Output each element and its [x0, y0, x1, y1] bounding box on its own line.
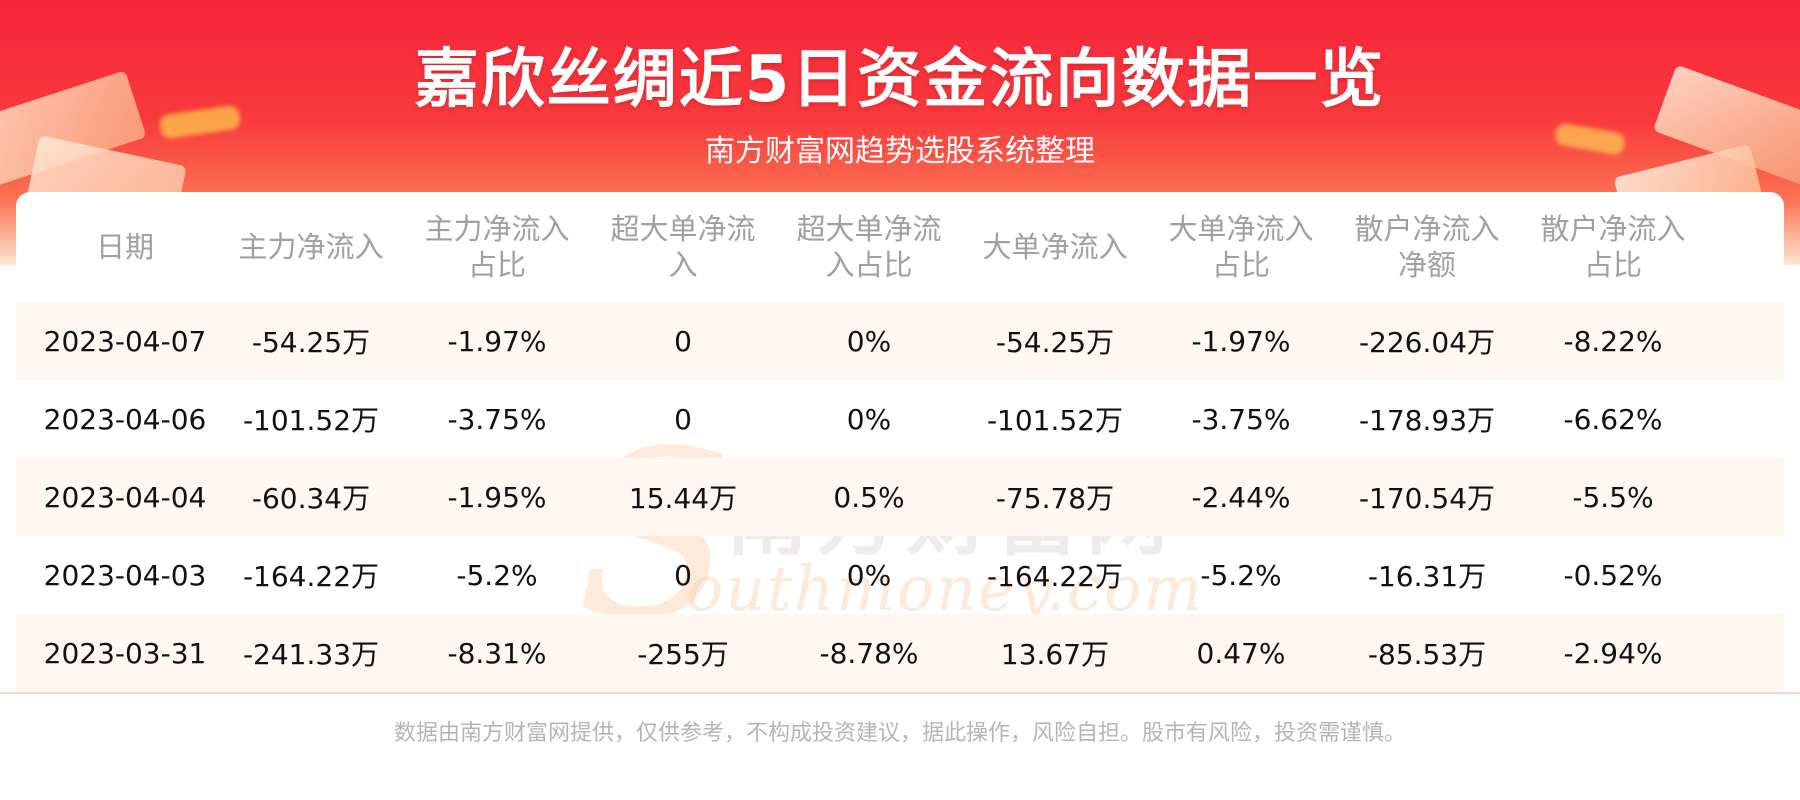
table-cell: 2023-04-07	[43, 324, 207, 358]
table-cell: 0	[674, 558, 692, 592]
table-cell: -255万	[637, 638, 729, 671]
table-cell: 0.47%	[1196, 636, 1286, 670]
table-row: 2023-04-03 -164.22万 -5.2% 0 0% -164.22万 …	[16, 536, 1784, 614]
table-cell: -85.53万	[1367, 638, 1487, 671]
table-cell: 15.44万	[628, 482, 738, 515]
table-cell: -1.97%	[447, 324, 547, 358]
table-cell: -54.25万	[251, 326, 371, 359]
table-cell: -3.75%	[1191, 402, 1291, 436]
table-cell: -8.31%	[447, 636, 547, 670]
column-header: 日期	[95, 230, 154, 264]
table-cell: -5.5%	[1572, 480, 1654, 514]
table-cell: -226.04万	[1358, 326, 1496, 359]
table-cell: -178.93万	[1358, 404, 1496, 437]
table-cell: 2023-04-04	[43, 480, 207, 514]
table-cell: -54.25万	[995, 326, 1115, 359]
table-row: 2023-04-07 -54.25万 -1.97% 0 0% -54.25万 -…	[16, 302, 1784, 380]
column-header: 超大单净流入占比	[796, 212, 942, 282]
table-cell: -2.44%	[1191, 480, 1291, 514]
column-header: 超大单净流入	[610, 212, 756, 282]
column-header: 主力净流入	[238, 230, 384, 264]
table-cell: -241.33万	[242, 638, 380, 671]
table-cell: -8.22%	[1563, 324, 1663, 358]
footer-divider	[0, 692, 1800, 694]
column-header: 主力净流入占比	[424, 212, 570, 282]
table-cell: -16.31万	[1367, 560, 1487, 593]
table-cell: -3.75%	[447, 402, 547, 436]
table-cell: -75.78万	[995, 482, 1115, 515]
data-table-card: S 南方财富网 outhmoney.com 日期 主力净流入 主力净流入占比 超…	[16, 192, 1784, 800]
column-header: 散户净流入净额	[1354, 212, 1500, 282]
table-cell: -1.95%	[447, 480, 547, 514]
page-subtitle: 南方财富网趋势选股系统整理	[705, 134, 1095, 169]
table-cell: 2023-04-06	[43, 402, 207, 436]
table-cell: -5.2%	[1200, 558, 1282, 592]
table-cell: -101.52万	[986, 404, 1124, 437]
table-header: 日期 主力净流入 主力净流入占比 超大单净流入 超大单净流入占比 大单净流入 大…	[16, 192, 1784, 302]
table-cell: -101.52万	[242, 404, 380, 437]
table-cell: -5.2%	[456, 558, 538, 592]
page-title: 嘉欣丝绸近5日资金流向数据一览	[414, 43, 1386, 117]
table-cell: 0	[674, 324, 692, 358]
table-cell: -170.54万	[1358, 482, 1496, 515]
table-cell: 2023-03-31	[43, 636, 207, 670]
table-row: 2023-04-04 -60.34万 -1.95% 15.44万 0.5% -7…	[16, 458, 1784, 536]
table-cell: 0%	[846, 402, 892, 436]
table-cell: -60.34万	[251, 482, 371, 515]
table-cell: 2023-04-03	[43, 558, 207, 592]
table-row: 2023-03-31 -241.33万 -8.31% -255万 -8.78% …	[16, 614, 1784, 692]
table-cell: 0%	[846, 558, 892, 592]
column-header: 大单净流入占比	[1168, 212, 1314, 282]
table-cell: 0.5%	[833, 480, 905, 514]
table-cell: -0.52%	[1563, 558, 1663, 592]
table-cell: -8.78%	[819, 636, 919, 670]
column-header: 散户净流入占比	[1540, 212, 1686, 282]
table-cell: -164.22万	[986, 560, 1124, 593]
table-cell: 0	[674, 402, 692, 436]
table-row: 2023-04-06 -101.52万 -3.75% 0 0% -101.52万…	[16, 380, 1784, 458]
table-cell: 0%	[846, 324, 892, 358]
footer-disclaimer: 数据由南方财富网提供，仅供参考，不构成投资建议，据此操作，风险自担。股市有风险，…	[393, 721, 1406, 746]
table-cell: 13.67万	[1000, 638, 1110, 671]
table-cell: -164.22万	[242, 560, 380, 593]
column-header: 大单净流入	[982, 230, 1128, 264]
table-cell: -2.94%	[1563, 636, 1663, 670]
table-cell: -1.97%	[1191, 324, 1291, 358]
table-cell: -6.62%	[1563, 402, 1663, 436]
